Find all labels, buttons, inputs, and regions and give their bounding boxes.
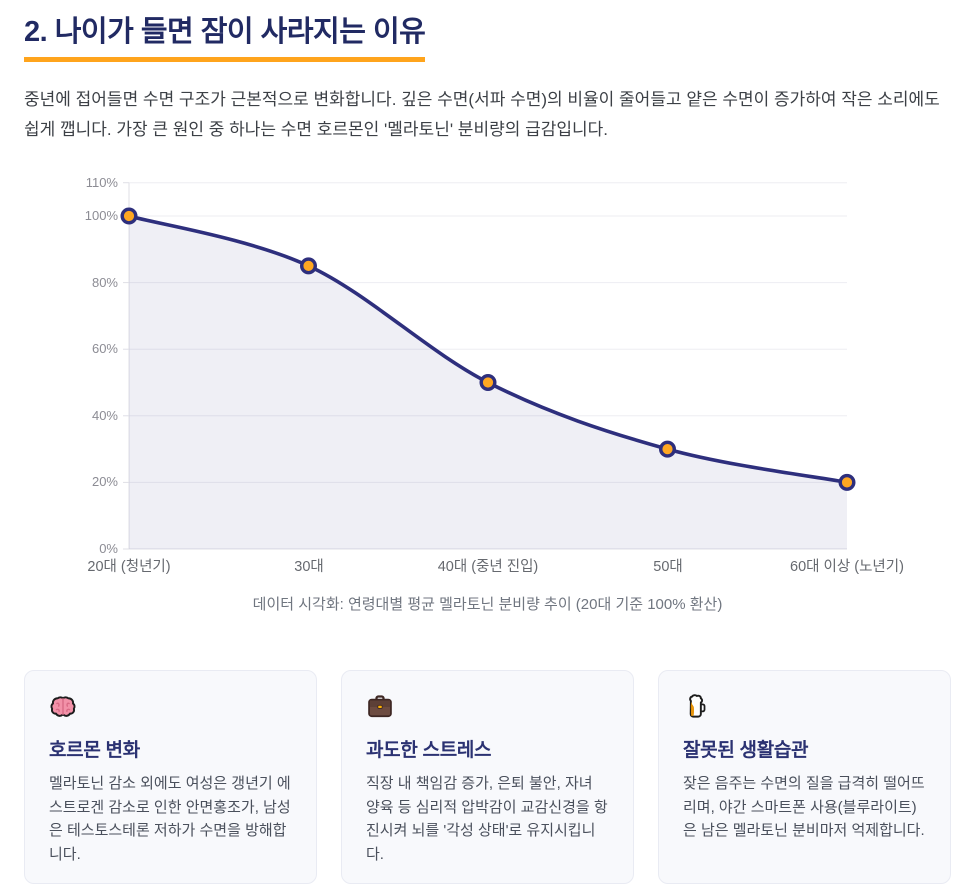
brain-icon: [50, 696, 76, 717]
x-tick-label: 30대: [294, 559, 324, 576]
y-tick-label: 80%: [91, 275, 118, 291]
y-tick-label: 110%: [85, 175, 118, 191]
y-tick-label: 100%: [84, 208, 118, 224]
x-tick-label: 20대 (청년기): [87, 559, 171, 576]
card-body-stress: 직장 내 책임감 증가, 은퇴 불안, 자녀 양육 등 심리적 압박감이 교감신…: [366, 775, 608, 864]
x-tick-label: 40대 (중년 진입): [437, 559, 539, 576]
page-title: 2. 나이가 들면 잠이 사라지는 이유: [24, 14, 426, 63]
card-lifestyle: 잘못된 생활습관 잦은 음주는 수면의 질을 급격히 떨어뜨리며, 야간 스마트…: [658, 670, 951, 884]
x-tick-label: 60대 이상 (노년기): [790, 559, 904, 576]
chart-canvas: [120, 182, 856, 550]
chart-caption: 데이터 시각화: 연령대별 평균 멜라토닌 분비량 추이 (20대 기준 100…: [252, 596, 723, 614]
beer-icon: [689, 694, 706, 718]
card-hormone-change: 호르몬 변화 멜라토닌 감소 외에도 여성은 갱년기 에스트로겐 감소로 인한 …: [24, 670, 317, 884]
y-tick-label: 40%: [91, 408, 118, 424]
y-tick-label: 0%: [99, 541, 118, 557]
briefcase-icon: [368, 695, 392, 718]
card-body-lifestyle: 잦은 음주는 수면의 질을 급격히 떨어뜨리며, 야간 스마트폰 사용(블루라이…: [683, 775, 925, 840]
melatonin-area-chart: 0% 20% 40% 60% 80% 100% 110% 20대 (청년기) 30대 40대 (중…: [0, 170, 975, 580]
x-tick-label: 50대: [653, 559, 683, 576]
y-tick-label: 20%: [91, 474, 118, 490]
intro-paragraph: 중년에 접어들면 수면 구조가 근본적으로 변화합니다. 깊은 수면(서파 수면…: [24, 90, 940, 139]
cause-cards: 호르몬 변화 멜라토닌 감소 외에도 여성은 갱년기 에스트로겐 감소로 인한 …: [24, 670, 951, 884]
card-title-hormone: 호르몬 변화: [49, 740, 140, 762]
card-title-lifestyle: 잘못된 생활습관: [683, 740, 809, 762]
card-title-stress: 과도한 스트레스: [366, 740, 492, 762]
card-stress: 과도한 스트레스 직장 내 책임감 증가, 은퇴 불안, 자녀 양육 등 심리적…: [341, 670, 634, 884]
y-tick-label: 60%: [91, 341, 118, 357]
card-body-hormone: 멜라토닌 감소 외에도 여성은 갱년기 에스트로겐 감소로 인한 안면홍조가, …: [49, 775, 291, 864]
